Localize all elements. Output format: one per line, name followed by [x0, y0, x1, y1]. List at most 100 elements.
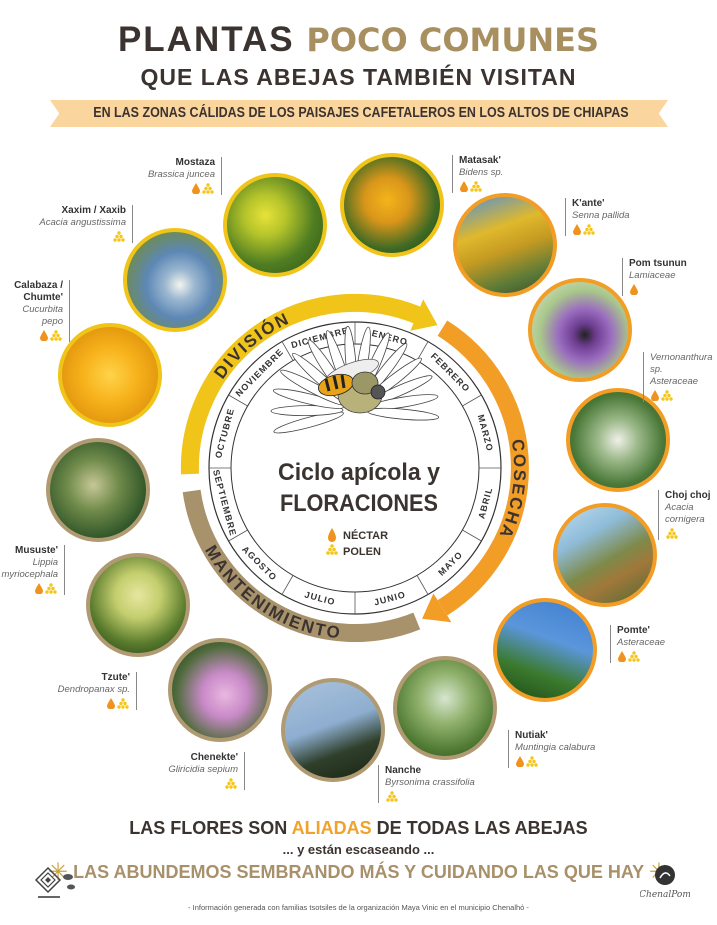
month-divider [416, 575, 429, 595]
month-divider [416, 341, 429, 361]
plant-photo-matasak [340, 153, 444, 257]
month-divider [228, 529, 248, 542]
plant-scientific-name: Vernonanthura sp. [650, 352, 713, 375]
plant-scientific-name: Bidens sp. [459, 167, 504, 178]
closing-text-a: LAS FLORES SON [129, 818, 288, 838]
plant-scientific-name: Byrsonima crassifolia [385, 777, 475, 788]
maya-vinic-logo [34, 866, 75, 898]
plant-common-name: Mostaza [175, 157, 215, 168]
closing-line-1: LAS FLORES SON ALIADAS DE TODAS LAS ABEJ… [0, 818, 717, 839]
plant-photo-nutiak [393, 656, 497, 760]
poster-title: PLANTAS POCO COMUNES [0, 20, 717, 60]
petal [273, 411, 344, 434]
plant-label-pom-tsunun: Pom tsunun Lamiaceae [622, 258, 693, 296]
plant-scientific-name: Acacia angustissima [39, 217, 126, 228]
plant-label-pomte: Pomte' Asteraceae [610, 625, 671, 663]
plant-resource-icons [650, 390, 713, 402]
cosecha-arrowhead [422, 593, 452, 623]
wheel-title-line2: FLORACIONES [280, 490, 438, 517]
plant-common-name: Chenekte' [190, 752, 238, 763]
closing-text-3: LAS ABUNDEMOS SEMBRANDO MÁS Y CUIDANDO L… [73, 862, 644, 882]
plant-scientific-name: Brassica juncea [147, 169, 215, 180]
nectar-icon [651, 390, 659, 401]
plant-common-name: Choj choj [665, 490, 711, 501]
plant-family-name: Asteraceae [650, 376, 699, 387]
plant-resource-icons [459, 181, 503, 193]
pollen-icon [50, 330, 62, 341]
plant-label-vernonanthura-sp: Vernonanthura sp. Asteraceae [643, 352, 717, 402]
plant-common-name: Pom tsunun [629, 258, 687, 269]
plant-common-name: Tzute' [101, 672, 131, 683]
nectar-icon [630, 284, 638, 295]
plant-photo-calabaza-chumte [58, 323, 162, 427]
plant-photo-mostaza [223, 173, 327, 277]
plant-label-mostaza: Mostaza Brassica juncea [142, 157, 222, 195]
nectar-icon [35, 583, 43, 594]
division-arrowhead [410, 299, 438, 331]
plant-label-choj-choj: Choj choj Acacia cornigera [658, 490, 717, 540]
plant-common-name: Calabaza / Chumte' [14, 280, 63, 303]
pollen-icon [117, 698, 129, 709]
wheel-title-line1: Ciclo apícola y [278, 459, 441, 486]
plant-label-nutiak: Nutiak' Muntingia calabura [508, 730, 601, 768]
closing-line-2: ... y están escaseando ... [282, 842, 435, 857]
closing-line-3: ✳ LAS ABUNDEMOS SEMBRANDO MÁS Y CUIDANDO… [0, 858, 717, 887]
plant-scientific-name: Senna pallida [572, 210, 630, 221]
pollen-icon [202, 183, 214, 194]
pollen-icon [225, 778, 237, 789]
chenalpom-logo: ChenalPom [640, 865, 690, 900]
plant-photo-pom-tsunun [528, 278, 632, 382]
poster-subtitle: QUE LAS ABEJAS TAMBIÉN VISITAN [140, 64, 577, 90]
plant-photo-choj-choj [553, 503, 657, 607]
plant-photo-chenekte [168, 638, 272, 742]
plant-common-name: Nutiak' [515, 730, 548, 741]
plant-label-chenekte: Chenekte' Gliricidia sepium [162, 752, 245, 790]
month-divider [281, 575, 294, 595]
pollen-icon [526, 756, 538, 767]
month-divider [281, 341, 294, 361]
plant-resource-icons [168, 778, 238, 790]
plant-resource-icons [3, 330, 63, 342]
plant-label-nanche: Nanche Byrsonima crassifolia [378, 765, 481, 803]
plant-label-matasak: Matasak' Bidens sp. [452, 155, 509, 193]
division-arc [180, 293, 421, 475]
pollen-icon [386, 791, 398, 802]
chenalpom-logo-text: ChenalPom [640, 890, 690, 900]
plant-resource-icons [629, 284, 687, 296]
pollen-icon [628, 651, 640, 662]
cosecha-arc [437, 320, 529, 616]
petal [270, 405, 344, 417]
asterisk-icon: ✳ [48, 859, 69, 886]
pollen-legend-icon [326, 544, 338, 555]
plant-label-k-ante: K'ante' Senna pallida [565, 198, 636, 236]
plant-resource-icons [148, 183, 215, 195]
plant-common-name: K'ante' [572, 198, 605, 209]
pollen-icon [470, 181, 482, 192]
plant-scientific-name: Lamiaceae [629, 270, 676, 281]
plant-label-calabaza-chumte: Calabaza / Chumte' Cucurbita pepo [0, 280, 70, 342]
month-divider [462, 394, 482, 407]
plant-photo-mususte [46, 438, 150, 542]
nectar-icon [460, 181, 468, 192]
nectar-icon [192, 183, 200, 194]
plant-common-name: Nanche [385, 765, 422, 776]
nectar-legend-icon [328, 528, 336, 542]
plant-resource-icons [515, 756, 595, 768]
nectar-icon [573, 224, 581, 235]
plant-resource-icons [572, 224, 630, 236]
plant-common-name: Mususte' [15, 545, 58, 556]
plant-scientific-name: Cucurbita pepo [22, 304, 63, 327]
legend-pollen: POLEN [343, 546, 381, 558]
plant-common-name: Xaxim / Xaxib [61, 205, 126, 216]
nectar-icon [107, 698, 115, 709]
plant-resource-icons [0, 583, 58, 595]
ribbon-text: EN LAS ZONAS CÁLIDAS DE LOS PAISAJES CAF… [93, 105, 629, 121]
pollen-icon [661, 390, 673, 401]
plant-scientific-name: Lippia myriocephala [1, 557, 59, 580]
nectar-icon [516, 756, 524, 767]
plant-scientific-name: Dendropanax sp. [57, 684, 130, 695]
mantenimiento-arc [182, 489, 421, 643]
plant-common-name: Matasak' [459, 155, 501, 166]
plant-common-name: Pomte' [617, 625, 650, 636]
plant-photo-tzute [86, 553, 190, 657]
